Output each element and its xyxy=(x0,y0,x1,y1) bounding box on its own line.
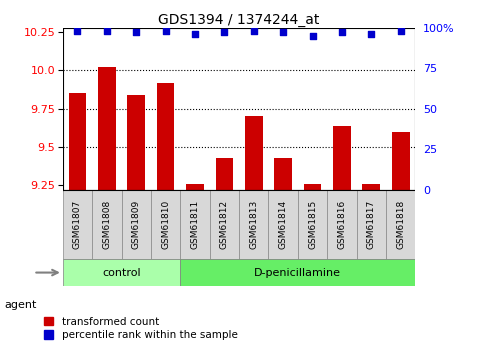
Bar xyxy=(274,158,292,190)
Text: GSM61809: GSM61809 xyxy=(132,200,141,249)
Bar xyxy=(245,116,263,190)
Point xyxy=(279,30,287,35)
Bar xyxy=(98,67,116,190)
FancyBboxPatch shape xyxy=(63,190,92,259)
Text: GSM61815: GSM61815 xyxy=(308,200,317,249)
Text: control: control xyxy=(102,268,141,278)
Point xyxy=(309,33,316,39)
FancyBboxPatch shape xyxy=(327,190,356,259)
FancyBboxPatch shape xyxy=(210,190,239,259)
Point xyxy=(397,28,405,33)
Bar xyxy=(333,126,351,190)
Text: GSM61807: GSM61807 xyxy=(73,200,82,249)
Text: GSM61814: GSM61814 xyxy=(279,200,288,249)
Text: GSM61810: GSM61810 xyxy=(161,200,170,249)
Point xyxy=(103,28,111,33)
Bar xyxy=(157,83,174,190)
FancyBboxPatch shape xyxy=(386,190,415,259)
Bar xyxy=(362,184,380,190)
Text: GSM61812: GSM61812 xyxy=(220,200,229,249)
Point xyxy=(221,30,228,35)
FancyBboxPatch shape xyxy=(298,190,327,259)
FancyBboxPatch shape xyxy=(180,190,210,259)
Text: GSM61818: GSM61818 xyxy=(396,200,405,249)
Text: GSM61817: GSM61817 xyxy=(367,200,376,249)
FancyBboxPatch shape xyxy=(356,190,386,259)
FancyBboxPatch shape xyxy=(151,190,180,259)
FancyBboxPatch shape xyxy=(269,190,298,259)
Bar xyxy=(304,184,321,190)
Text: GSM61808: GSM61808 xyxy=(102,200,112,249)
FancyBboxPatch shape xyxy=(63,259,180,286)
Text: D-penicillamine: D-penicillamine xyxy=(255,268,341,278)
Point xyxy=(162,28,170,33)
FancyBboxPatch shape xyxy=(180,259,415,286)
Bar xyxy=(215,158,233,190)
FancyBboxPatch shape xyxy=(239,190,269,259)
Legend: transformed count, percentile rank within the sample: transformed count, percentile rank withi… xyxy=(44,317,238,340)
Point xyxy=(368,31,375,37)
Text: GSM61816: GSM61816 xyxy=(338,200,346,249)
Title: GDS1394 / 1374244_at: GDS1394 / 1374244_at xyxy=(158,12,320,27)
Bar xyxy=(392,132,410,190)
Bar xyxy=(69,93,86,190)
Point xyxy=(132,30,140,35)
Point xyxy=(73,28,81,33)
Text: agent: agent xyxy=(5,300,37,310)
Text: GSM61811: GSM61811 xyxy=(190,200,199,249)
Point xyxy=(250,28,257,33)
Point xyxy=(191,31,199,37)
Bar xyxy=(186,184,204,190)
FancyBboxPatch shape xyxy=(92,190,122,259)
Point xyxy=(338,30,346,35)
Text: GSM61813: GSM61813 xyxy=(249,200,258,249)
FancyBboxPatch shape xyxy=(122,190,151,259)
Bar xyxy=(128,95,145,190)
